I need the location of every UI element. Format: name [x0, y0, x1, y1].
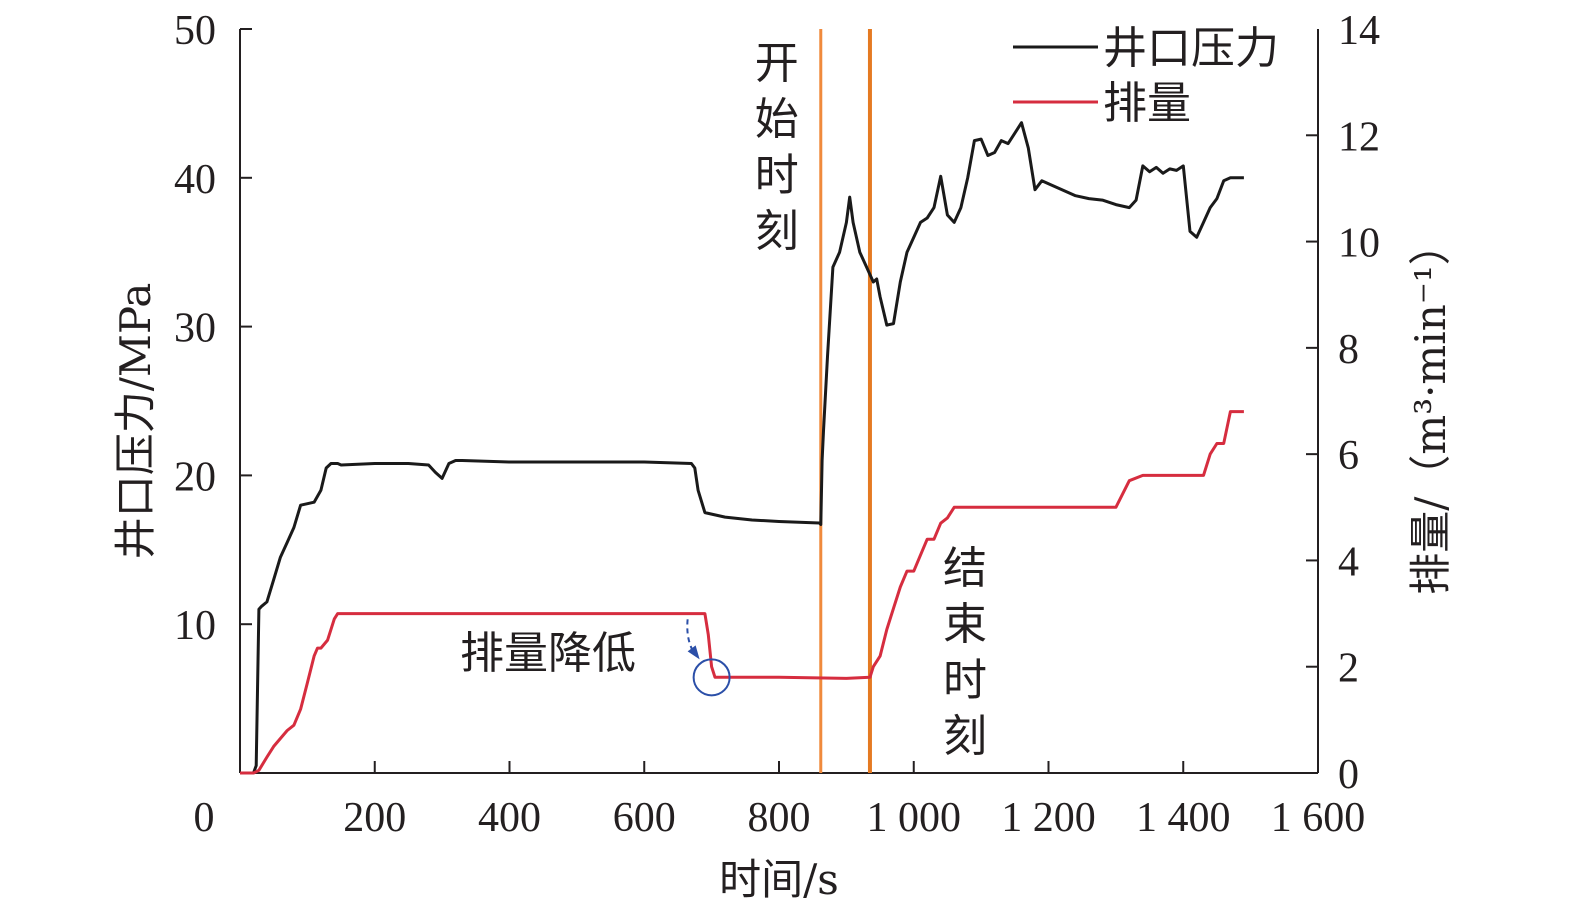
y-left-tick-label: 20: [174, 454, 216, 500]
vertical-marker-label: 时: [943, 655, 987, 706]
y-right-tick-label: 8: [1338, 327, 1359, 373]
y-right-tick-label: 12: [1338, 114, 1380, 160]
vertical-marker-layer: [819, 29, 872, 773]
vertical-marker-label: 开: [755, 38, 799, 89]
highlight-circle: [692, 658, 731, 697]
y-right-tick-label: 6: [1338, 433, 1359, 479]
y-left-tick-label: 40: [174, 157, 216, 203]
annotation-arrowhead: [687, 645, 700, 660]
x-tick-label: 800: [748, 795, 811, 841]
x-axis-title: 时间/s: [719, 855, 839, 904]
y-left-tick-label: 50: [174, 8, 216, 54]
series-layer: [240, 121, 1244, 775]
y-right-tick-label: 10: [1338, 221, 1380, 267]
x-tick-label: 0: [194, 795, 215, 841]
y-left-tick-label: 30: [174, 306, 216, 352]
x-tick-label: 1 600: [1271, 795, 1366, 841]
x-tick-label: 1 400: [1136, 795, 1231, 841]
vertical-marker-label: 束: [943, 599, 987, 650]
x-tick-label: 1 200: [1001, 795, 1096, 841]
vertical-marker-label: 结: [943, 543, 987, 594]
series-line-井口压力: [240, 121, 1244, 775]
annotation-layer: 排量降低: [460, 619, 731, 697]
axes-layer: [239, 28, 1319, 774]
y-right-tick-label: 0: [1338, 752, 1359, 798]
vertical-marker-label: 刻: [755, 206, 799, 257]
x-tick-label: 1 000: [867, 795, 962, 841]
legend-label: 井口压力: [1103, 23, 1279, 74]
x-tick-label: 400: [478, 795, 541, 841]
vertical-marker-label: 刻: [943, 711, 987, 762]
series-line-排量: [240, 410, 1244, 775]
annotation-arrow: [686, 619, 697, 656]
annotation-text: 排量降低: [460, 628, 636, 679]
x-tick-label: 200: [343, 795, 406, 841]
legend-label: 排量: [1103, 78, 1191, 129]
y-left-tick-label: 10: [174, 603, 216, 649]
y-right-axis-title: 排量/（m³·min⁻¹）: [1406, 223, 1455, 594]
y-right-tick-label: 2: [1338, 646, 1359, 692]
vertical-marker-label: 始: [755, 94, 799, 145]
y-right-tick-label: 4: [1338, 539, 1359, 585]
vertical-marker-label: 时: [755, 150, 799, 201]
x-tick-label: 600: [613, 795, 676, 841]
y-left-axis-title: 井口压力/MPa: [111, 283, 160, 560]
label-layer: 0 200 400 600 800 1 000 1 200 1 400 1 6001020304…: [111, 8, 1455, 904]
y-right-tick-label: 14: [1338, 8, 1380, 54]
